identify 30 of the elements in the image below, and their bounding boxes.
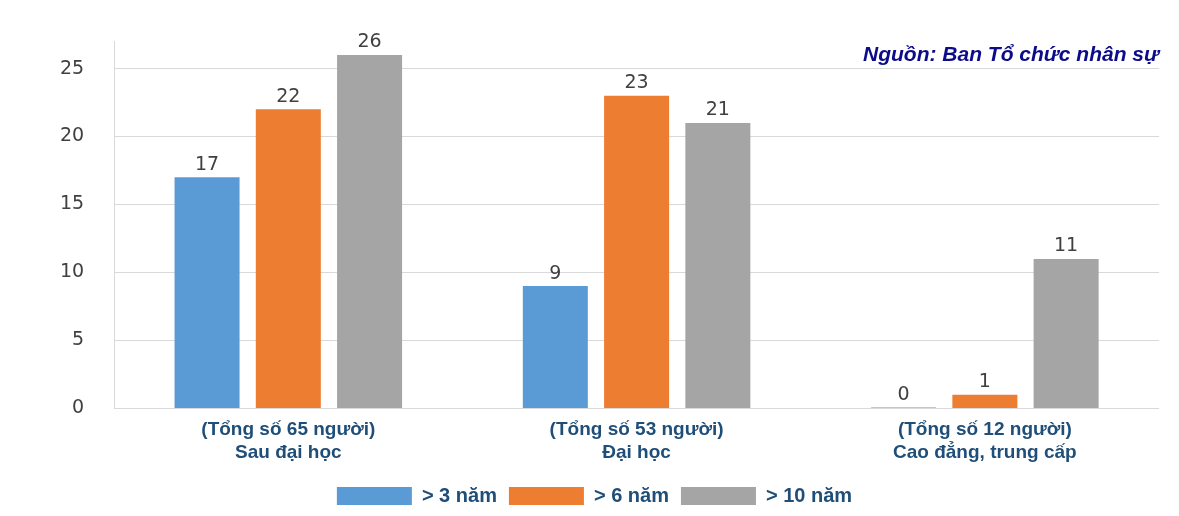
data-label: 0 bbox=[897, 381, 910, 404]
data-label: 1 bbox=[978, 369, 991, 392]
legend-label: > 3 năm bbox=[421, 483, 497, 506]
legend-label: > 10 năm bbox=[765, 483, 853, 506]
data-label: 9 bbox=[549, 260, 562, 283]
data-label: 11 bbox=[1054, 233, 1079, 256]
bar bbox=[685, 122, 751, 408]
y-tick-label: 20 bbox=[59, 123, 85, 146]
data-label: 22 bbox=[276, 83, 301, 106]
legend-label: > 6 năm bbox=[593, 483, 669, 506]
y-tick-label: 25 bbox=[59, 55, 85, 78]
x-tick-label: (Tổng số 12 người) Cao đẳng, trung cấp bbox=[893, 418, 1077, 462]
bar bbox=[604, 95, 670, 408]
x-tick-label: (Tổng số 65 người) Sau đại học bbox=[201, 418, 376, 462]
bar bbox=[952, 394, 1018, 408]
bar bbox=[337, 54, 403, 408]
y-tick-label: 5 bbox=[72, 327, 85, 350]
data-label: 17 bbox=[194, 151, 220, 174]
y-tick-label: 15 bbox=[59, 191, 85, 214]
bar bbox=[255, 109, 321, 408]
y-tick-label: 10 bbox=[59, 259, 85, 282]
data-label: 26 bbox=[357, 29, 382, 52]
x-tick-label: (Tổng số 53 người) Đại học bbox=[549, 418, 724, 462]
y-tick-label: 0 bbox=[72, 395, 85, 418]
bar bbox=[1033, 258, 1099, 408]
bar bbox=[522, 286, 588, 408]
data-label: 21 bbox=[705, 97, 730, 120]
annotation: Nguồn: Ban Tổ chức nhân sự bbox=[863, 42, 1159, 66]
bar bbox=[174, 177, 240, 408]
data-label: 23 bbox=[624, 70, 649, 93]
